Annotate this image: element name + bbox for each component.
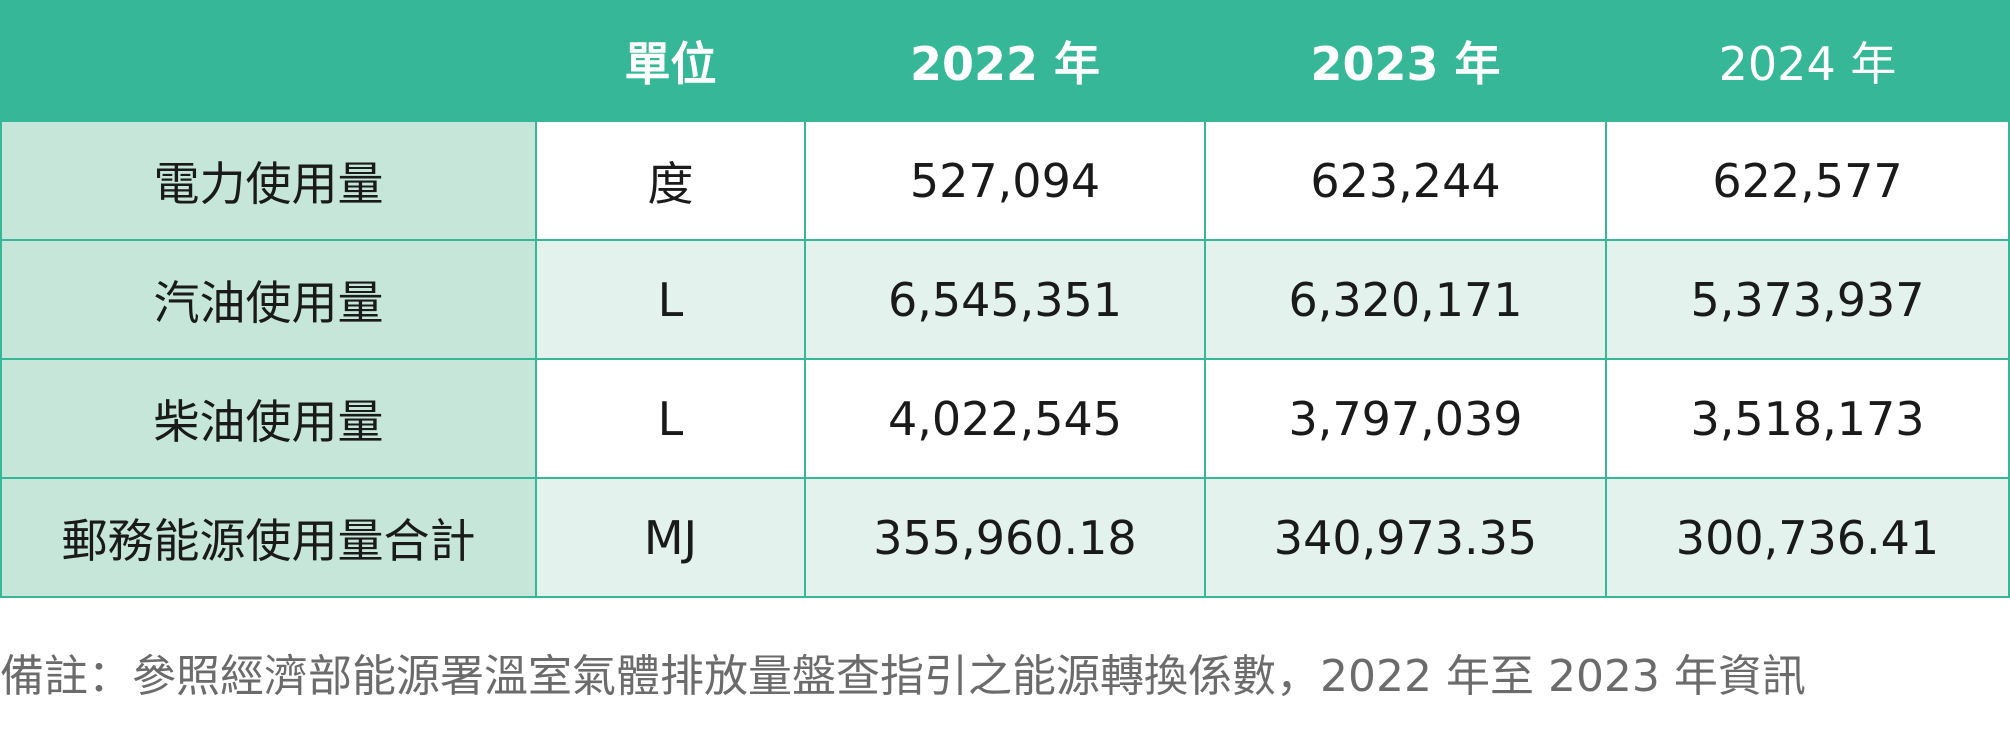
table-body: 電力使用量度 527,094 623,244 622,577 汽油使用量 L 6,545,3… [0, 120, 2010, 598]
table-cell: 3,797,039 [1204, 358, 1607, 479]
header-cell: 單位 [535, 0, 806, 122]
table-cell: 623,244 [1204, 120, 1607, 241]
header-row: 單位 2022 年 2023 年 2024 年 [0, 0, 2010, 122]
table-row: 郵務能源使用量合計 MJ 355,960.18 340,973.35 300,736.4… [0, 477, 2010, 598]
header-cell: 2022 年 [804, 0, 1206, 122]
header-corner [0, 0, 537, 122]
energy-table: 單位 2022 年 2023 年 2024 年 電力使用量度 527,094 623,24… [0, 0, 2010, 598]
table-cell: L [535, 239, 806, 360]
table-cell: 3,518,173 [1605, 358, 2010, 479]
table-cell: 6,320,171 [1204, 239, 1607, 360]
row-label: 郵務能源使用量合計 [0, 477, 537, 598]
table-row: 柴油使用量 L 4,022,545 3,797,039 3,518,173 [0, 358, 2010, 479]
table-cell: 340,973.35 [1204, 477, 1607, 598]
table-cell: 5,373,937 [1605, 239, 2010, 360]
table-cell: 527,094 [804, 120, 1206, 241]
table-cell: MJ [535, 477, 806, 598]
note: 備註：參照經濟部能源署溫室氣體排放量盤查指引之能源轉換係數，2022 年至 20… [0, 651, 1806, 702]
row-label: 電力使用量 [0, 120, 537, 241]
table-cell: 度 [535, 120, 806, 241]
table-cell: 622,577 [1605, 120, 2010, 241]
table-cell: L [535, 358, 806, 479]
row-label: 汽油使用量 [0, 239, 537, 360]
row-label: 柴油使用量 [0, 358, 537, 479]
header-cell: 2024 年 [1605, 0, 2010, 122]
table-cell: 300,736.41 [1605, 477, 2010, 598]
table-cell: 4,022,545 [804, 358, 1206, 479]
table-row: 電力使用量度 527,094 623,244 622,577 [0, 120, 2010, 241]
table-cell: 6,545,351 [804, 239, 1206, 360]
table-row: 汽油使用量 L 6,545,351 6,320,171 5,373,937 [0, 239, 2010, 360]
header-cell: 2023 年 [1204, 0, 1607, 122]
table-cell: 355,960.18 [804, 477, 1206, 598]
